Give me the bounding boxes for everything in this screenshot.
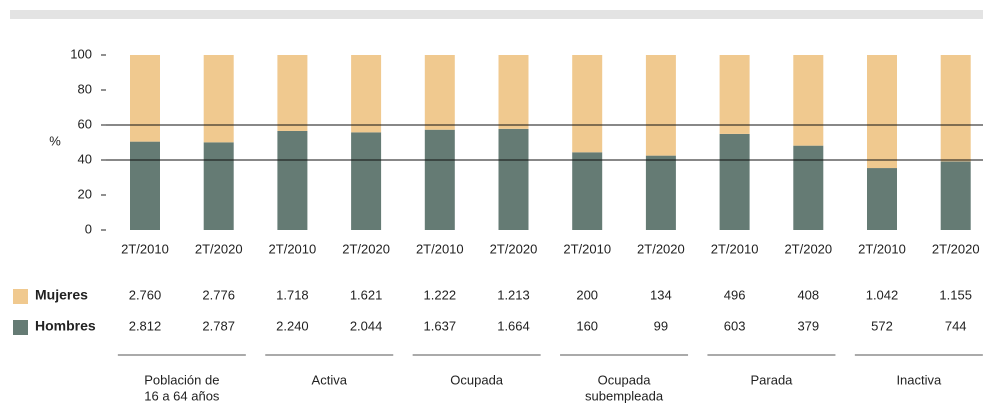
table-cell: 2.787 <box>202 318 235 333</box>
legend-label: Hombres <box>35 318 96 334</box>
y-tick-label: 80 <box>78 81 92 96</box>
y-tick-label: 100 <box>70 46 92 61</box>
bar-segment <box>424 129 455 230</box>
bar-segment <box>130 141 160 230</box>
y-tick-label: 20 <box>78 186 92 201</box>
bar-segment <box>940 55 971 162</box>
group-label: Activa <box>312 372 348 387</box>
group-label: Inactiva <box>896 372 942 387</box>
group-label: Ocupada <box>450 372 504 387</box>
y-tick-label: 40 <box>78 151 92 166</box>
bar-segment <box>277 55 308 131</box>
table-cell: 2.812 <box>129 318 162 333</box>
legend-swatch <box>13 289 28 304</box>
table-cell: 1.637 <box>424 318 457 333</box>
table-cell: 1.718 <box>276 287 309 302</box>
table-cell: 2.776 <box>202 287 235 302</box>
group-label: subempleada <box>585 388 664 403</box>
group-label: Ocupada <box>598 372 652 387</box>
bar-segment <box>498 55 529 129</box>
legend-label: Mujeres <box>35 287 88 303</box>
bar-segment <box>719 133 750 230</box>
bar-segment <box>130 55 160 142</box>
bar-segment <box>203 55 234 143</box>
table-cell: 99 <box>654 318 668 333</box>
bar-segment <box>424 55 455 130</box>
x-tick-label: 2T/2020 <box>490 241 538 256</box>
y-tick-label: 0 <box>85 221 92 236</box>
table-cell: 379 <box>797 318 819 333</box>
x-tick-label: 2T/2020 <box>784 241 832 256</box>
table-cell: 1.222 <box>424 287 457 302</box>
bar-segment <box>203 142 234 230</box>
x-tick-label: 2T/2010 <box>563 241 611 256</box>
bar-segment <box>572 55 603 153</box>
table-cell: 200 <box>576 287 598 302</box>
x-tick-label: 2T/2010 <box>121 241 169 256</box>
bar-segment <box>793 55 824 146</box>
x-tick-label: 2T/2010 <box>416 241 464 256</box>
bar-segment <box>351 132 382 230</box>
table-cell: 2.760 <box>129 287 162 302</box>
table-cell: 2.044 <box>350 318 383 333</box>
table-cell: 160 <box>576 318 598 333</box>
group-label: 16 a 64 años <box>144 388 220 403</box>
legend-swatch <box>13 320 28 335</box>
bar-segment <box>719 55 750 134</box>
x-tick-label: 2T/2020 <box>195 241 243 256</box>
bar-segment <box>351 55 382 133</box>
table-cell: 1.155 <box>939 287 972 302</box>
bar-segment <box>940 161 971 230</box>
bar-segment <box>645 155 676 230</box>
x-tick-label: 2T/2020 <box>932 241 980 256</box>
bar-segment <box>498 128 529 230</box>
table-cell: 496 <box>724 287 746 302</box>
x-tick-label: 2T/2010 <box>269 241 317 256</box>
table-cell: 1.042 <box>866 287 899 302</box>
bar-segment <box>867 55 897 169</box>
table-cell: 2.240 <box>276 318 309 333</box>
bar-segment <box>645 55 676 156</box>
x-tick-label: 2T/2020 <box>342 241 390 256</box>
y-tick-label: 60 <box>78 116 92 131</box>
table-cell: 1.664 <box>497 318 530 333</box>
table-cell: 1.213 <box>497 287 530 302</box>
table-cell: 408 <box>797 287 819 302</box>
bar-segment <box>867 168 897 230</box>
table-cell: 744 <box>945 318 967 333</box>
table-cell: 572 <box>871 318 893 333</box>
x-tick-label: 2T/2010 <box>711 241 759 256</box>
bar-segment <box>572 152 603 230</box>
group-label: Población de <box>144 372 219 387</box>
group-label: Parada <box>750 372 793 387</box>
bar-segment <box>793 145 824 230</box>
table-cell: 1.621 <box>350 287 383 302</box>
bar-segment <box>277 130 308 230</box>
table-cell: 603 <box>724 318 746 333</box>
y-axis-label: % <box>49 133 61 148</box>
header-bar <box>10 10 983 19</box>
x-tick-label: 2T/2020 <box>637 241 685 256</box>
table-cell: 134 <box>650 287 672 302</box>
x-tick-label: 2T/2010 <box>858 241 906 256</box>
